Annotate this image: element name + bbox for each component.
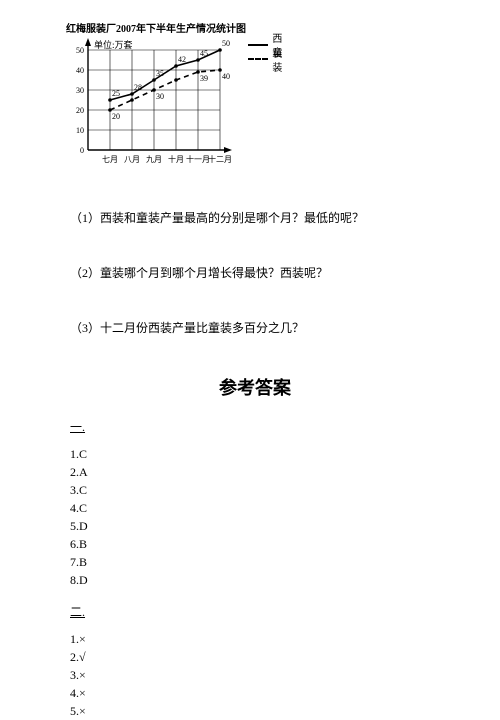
- answer-item: 2.√: [70, 648, 440, 666]
- svg-text:十月: 十月: [168, 154, 184, 164]
- svg-text:20: 20: [76, 106, 84, 115]
- svg-text:0: 0: [80, 146, 84, 155]
- svg-text:50: 50: [222, 39, 230, 48]
- svg-text:30: 30: [156, 92, 164, 101]
- legend-item-tongzhuang: 童装: [248, 52, 288, 66]
- answer-item: 3.C: [70, 481, 440, 499]
- svg-text:45: 45: [200, 49, 208, 58]
- chart-title: 红梅服装厂2007年下半年生产情况统计图: [66, 20, 246, 35]
- section-header: 一.: [70, 418, 440, 435]
- answers-title: 参考答案: [70, 374, 440, 400]
- svg-text:九月: 九月: [146, 155, 162, 164]
- answer-item: 2.A: [70, 463, 440, 481]
- svg-text:28: 28: [134, 83, 142, 92]
- line-chart: 0 10 20 30 40 50 七月八月九月十月十一月十二月 单位:万套 25 28 35 42 45…: [60, 34, 245, 174]
- question-1: （1）西装和童装产量最高的分别是哪个月？最低的呢？: [70, 209, 440, 226]
- answer-item: 5.D: [70, 517, 440, 535]
- chart-legend: 西装 童装: [248, 38, 288, 66]
- answer-item: 3.×: [70, 666, 440, 684]
- svg-text:20: 20: [112, 112, 120, 121]
- answers-section-1: 一. 1.C2.A3.C4.C5.D6.B7.B8.D: [70, 418, 440, 589]
- svg-text:30: 30: [76, 86, 84, 95]
- svg-text:40: 40: [222, 72, 230, 81]
- svg-text:42: 42: [178, 55, 186, 64]
- svg-text:10: 10: [76, 126, 84, 135]
- section-header: 二.: [70, 603, 440, 620]
- legend-label: 童装: [272, 44, 288, 74]
- svg-text:40: 40: [76, 66, 84, 75]
- svg-text:十一月: 十一月: [186, 154, 210, 164]
- svg-text:35: 35: [156, 69, 164, 78]
- answer-item: 7.B: [70, 553, 440, 571]
- answer-item: 4.C: [70, 499, 440, 517]
- answer-item: 4.×: [70, 684, 440, 702]
- svg-text:单位:万套: 单位:万套: [94, 39, 133, 50]
- answer-item: 1.×: [70, 630, 440, 648]
- question-3: （3）十二月份西装产量比童装多百分之几？: [70, 319, 440, 336]
- answer-item: 5.×: [70, 702, 440, 720]
- svg-text:39: 39: [200, 74, 208, 83]
- svg-text:八月: 八月: [124, 155, 140, 164]
- answer-list-1: 1.C2.A3.C4.C5.D6.B7.B8.D: [70, 445, 440, 589]
- svg-text:十二月: 十二月: [208, 154, 232, 164]
- answer-item: 1.C: [70, 445, 440, 463]
- answer-item: 6.B: [70, 535, 440, 553]
- svg-text:七月: 七月: [102, 155, 118, 164]
- svg-text:25: 25: [112, 89, 120, 98]
- answer-item: 8.D: [70, 571, 440, 589]
- answers-section-2: 二. 1.×2.√3.×4.×5.×: [70, 603, 440, 720]
- questions: （1）西装和童装产量最高的分别是哪个月？最低的呢？ （2）童装哪个月到哪个月增长…: [70, 209, 440, 336]
- svg-text:50: 50: [76, 46, 84, 55]
- chart-block: 红梅服装厂2007年下半年生产情况统计图 0 10 20 30 40 50 七月八月九月十月…: [60, 20, 260, 185]
- question-2: （2）童装哪个月到哪个月增长得最快？西装呢？: [70, 264, 440, 281]
